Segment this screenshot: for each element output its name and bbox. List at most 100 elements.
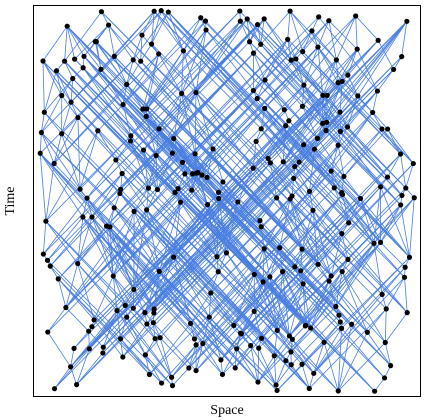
node (258, 126, 264, 132)
edge (91, 216, 135, 290)
edge (290, 327, 311, 353)
node (140, 147, 147, 153)
edge (347, 74, 359, 97)
edge (333, 187, 350, 224)
edge (121, 149, 144, 174)
edge (43, 173, 123, 255)
edge (94, 41, 128, 85)
edge (140, 60, 277, 199)
node (311, 370, 317, 376)
node (339, 190, 345, 196)
node (72, 56, 78, 62)
node (144, 207, 150, 213)
node (339, 268, 345, 275)
edge (121, 173, 147, 211)
edge (190, 323, 204, 344)
node (399, 54, 405, 60)
edge (336, 59, 349, 76)
edge (158, 271, 191, 324)
node (208, 290, 214, 296)
node (323, 127, 329, 134)
edge (360, 153, 401, 199)
node (103, 223, 110, 229)
edge (195, 18, 265, 93)
edge (202, 316, 210, 344)
edge (292, 339, 339, 392)
edge (183, 50, 197, 93)
node (262, 77, 268, 83)
edge (146, 108, 175, 139)
edge (270, 162, 293, 197)
node (320, 120, 326, 126)
node (250, 50, 257, 56)
edge (145, 354, 173, 386)
node (402, 264, 408, 270)
edge (97, 130, 117, 161)
edge (347, 48, 358, 76)
node (191, 336, 198, 342)
edge (254, 247, 281, 275)
edge (373, 186, 381, 244)
edge (45, 130, 99, 222)
edge (257, 24, 292, 61)
edge (301, 364, 310, 389)
edge (95, 41, 303, 250)
node (261, 246, 267, 252)
edge (116, 289, 135, 311)
edge (282, 248, 303, 272)
edge (44, 112, 62, 135)
edge (294, 166, 349, 224)
edge (57, 278, 95, 321)
node (171, 254, 177, 260)
edge (260, 44, 327, 123)
node (120, 101, 126, 108)
edge (70, 310, 118, 368)
edge (259, 220, 368, 333)
edge (89, 310, 118, 350)
node (374, 88, 381, 94)
node (74, 382, 80, 388)
edge (312, 210, 408, 313)
edge (88, 331, 90, 349)
edge (310, 243, 375, 329)
edge (260, 108, 266, 129)
edge (82, 216, 195, 340)
node (117, 190, 123, 197)
node (281, 107, 287, 113)
node (189, 171, 196, 177)
edge (222, 141, 257, 183)
node (124, 81, 130, 87)
y-axis-label: Time (3, 186, 18, 215)
edge (275, 364, 292, 386)
node (286, 118, 292, 124)
edge (295, 58, 324, 96)
edge (328, 20, 358, 50)
edge (207, 204, 227, 254)
edge (142, 50, 184, 110)
node (237, 8, 243, 14)
edge (146, 10, 241, 110)
edge (172, 367, 190, 386)
node (40, 58, 46, 64)
node (192, 151, 198, 157)
edge (310, 271, 343, 329)
edge (181, 93, 214, 150)
node (156, 51, 162, 57)
edge (172, 152, 186, 175)
edge (173, 256, 235, 326)
edge (226, 201, 239, 253)
nodes (37, 8, 417, 394)
edge (303, 46, 319, 86)
edge (146, 323, 156, 339)
edge (276, 256, 410, 391)
edge (47, 331, 71, 368)
edge (401, 21, 408, 57)
edge (132, 11, 169, 61)
edge (264, 108, 342, 193)
node (47, 263, 53, 269)
edge (70, 101, 99, 132)
edge (155, 155, 179, 189)
node (254, 95, 260, 102)
node (336, 312, 342, 318)
